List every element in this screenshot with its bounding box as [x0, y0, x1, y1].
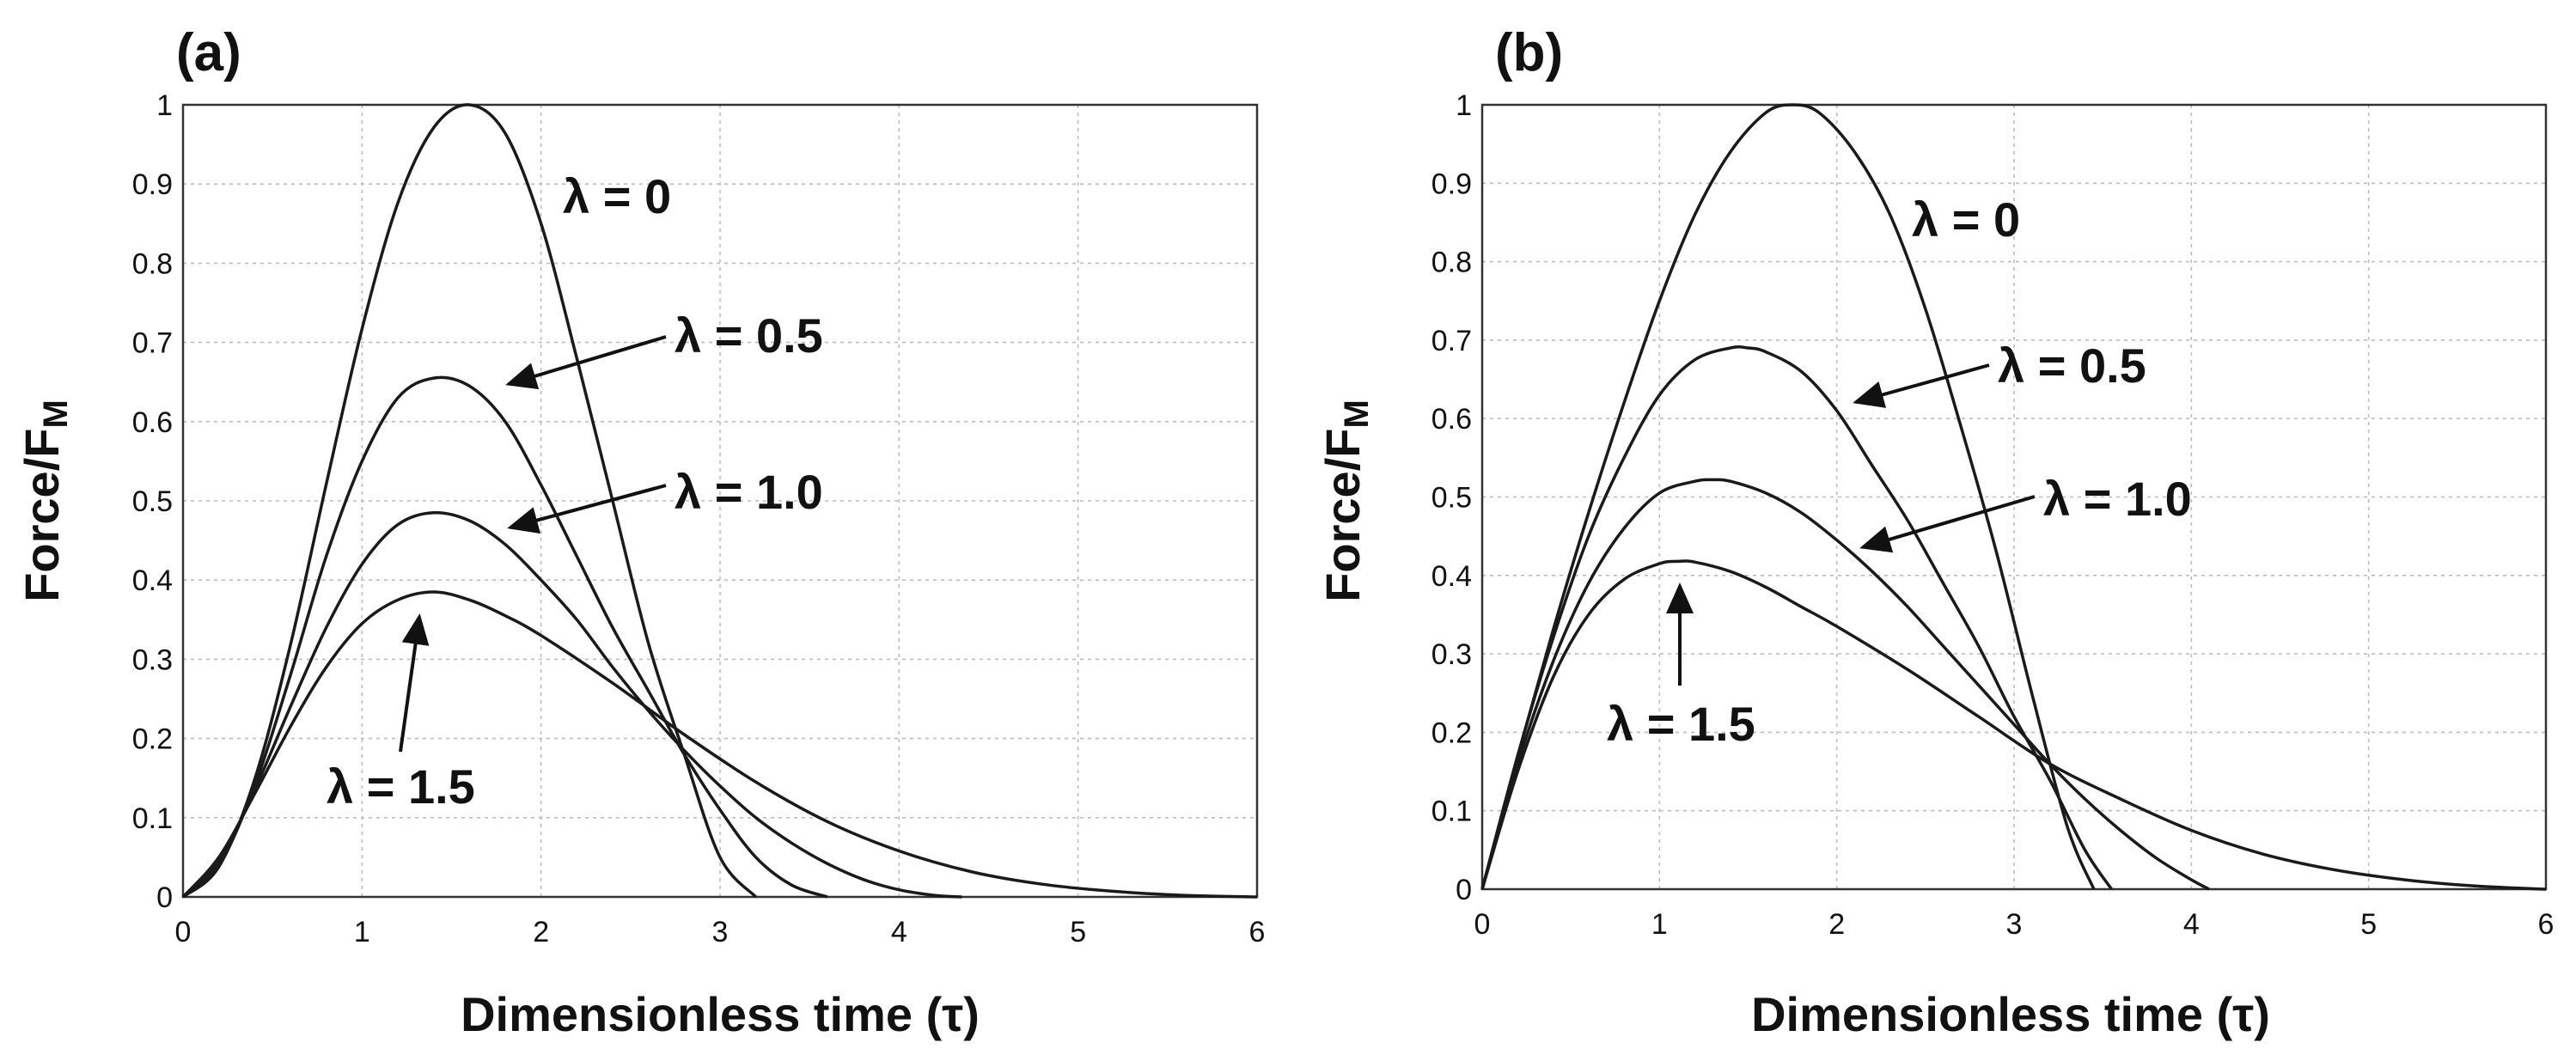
- x-tick-label-b: 2: [1828, 908, 1845, 941]
- curves-a: [181, 103, 1258, 899]
- arrow-lambda-1.5-a: [399, 613, 430, 753]
- series-line-lambda-1.5-b: [1480, 559, 2547, 891]
- y-tick-label-a: 0: [156, 881, 173, 914]
- y-tick-label-b: 0.5: [1431, 482, 1472, 515]
- y-tick-labels-a: 0 0.1 0.2 0.3 0.4 0.5 0.6 0.7 0.8 0.9 1: [132, 89, 173, 914]
- y-tick-label-a: 1: [156, 89, 173, 122]
- label-lambda-0-b: λ = 0: [1912, 192, 2020, 247]
- y-tick-label-b: 0.8: [1431, 247, 1472, 279]
- series-line-lambda-1.0-a: [181, 510, 962, 899]
- x-tick-label-b: 4: [2183, 908, 2200, 941]
- plot-frame-a: [181, 103, 1259, 899]
- y-axis-title-main-b: Force/F: [1315, 429, 1370, 602]
- series-line-lambda-0-a: [181, 103, 757, 899]
- plot-frame-b: [1480, 103, 2548, 891]
- y-tick-label-a: 0.5: [132, 485, 173, 518]
- y-tick-label-b: 1: [1456, 89, 1472, 122]
- y-axis-title-a: Force/FM: [15, 399, 75, 602]
- y-tick-label-a: 0.3: [132, 643, 173, 676]
- y-axis-title-main-a: Force/F: [15, 429, 69, 602]
- label-lambda-1.5-b: λ = 1.5: [1607, 697, 1755, 751]
- x-tick-label-a: 1: [354, 916, 370, 948]
- label-lambda-1.5-a: λ = 1.5: [327, 759, 475, 814]
- x-tick-label-b: 3: [2006, 908, 2023, 941]
- y-axis-title-sub-a: M: [37, 399, 75, 428]
- label-lambda-0.5-b: λ = 0.5: [1998, 338, 2146, 393]
- y-tick-label-b: 0.3: [1431, 638, 1472, 671]
- label-lambda-0.5-a: λ = 0.5: [675, 308, 823, 363]
- arrow-lambda-0.5-a: [505, 335, 667, 390]
- y-tick-label-a: 0.2: [132, 723, 173, 756]
- chart-panel-b: (b) 0 0.1 0.2 0.3 0.4 0.5 0.6 0.7 0.8 0.9 1 0 1 2 3 4 5…: [1315, 23, 2554, 1041]
- grid-a: [183, 105, 1257, 897]
- series-line-lambda-0.5-a: [181, 375, 828, 899]
- label-lambda-1.0-a: λ = 1.0: [675, 465, 823, 519]
- y-tick-labels-b: 0 0.1 0.2 0.3 0.4 0.5 0.6 0.7 0.8 0.9 1: [1431, 89, 1472, 906]
- x-tick-label-b: 1: [1651, 908, 1668, 941]
- x-tick-label-a: 6: [1249, 916, 1266, 948]
- x-tick-label-b: 0: [1474, 908, 1491, 941]
- y-tick-label-a: 0.6: [132, 406, 173, 439]
- x-tick-label-a: 0: [175, 916, 192, 948]
- y-tick-label-b: 0.7: [1431, 325, 1472, 357]
- series-line-lambda-0-b: [1480, 103, 2096, 890]
- chart-panel-a: (a) 0 0.1 0.2 0.3 0.4 0.5 0.6 0.7 0.8 0.9 1 0 1 2 3 4 5…: [15, 23, 1265, 1041]
- x-tick-label-a: 2: [533, 916, 549, 948]
- x-tick-label-a: 3: [712, 916, 729, 948]
- arrow-lambda-1.0-b: [1859, 495, 2036, 553]
- series-line-lambda-0.5-b: [1480, 345, 2113, 890]
- y-axis-title-sub-b: M: [1338, 399, 1376, 428]
- x-tick-labels-a: 0 1 2 3 4 5 6: [175, 916, 1266, 948]
- y-axis-title-b: Force/FM: [1315, 399, 1376, 602]
- x-tick-label-a: 5: [1070, 916, 1086, 948]
- x-tick-label-b: 6: [2538, 908, 2555, 941]
- arrow-lambda-1.0-a: [507, 484, 667, 534]
- y-tick-label-b: 0.4: [1431, 560, 1472, 593]
- y-tick-label-b: 0.9: [1431, 168, 1472, 200]
- y-tick-label-b: 0.6: [1431, 403, 1472, 436]
- x-axis-title-b: Dimensionless time (τ): [1751, 987, 2270, 1041]
- y-tick-label-a: 0.8: [132, 247, 173, 280]
- y-tick-label-b: 0.2: [1431, 716, 1472, 749]
- y-tick-label-a: 0.4: [132, 564, 173, 597]
- y-tick-label-a: 0.7: [132, 327, 173, 360]
- label-lambda-0-a: λ = 0: [563, 169, 671, 223]
- x-tick-labels-b: 0 1 2 3 4 5 6: [1474, 908, 2555, 941]
- y-tick-label-b: 0: [1456, 874, 1472, 906]
- y-tick-label-b: 0.1: [1431, 796, 1472, 828]
- panel-label-a: (a): [176, 23, 241, 82]
- x-axis-title-a: Dimensionless time (τ): [461, 987, 980, 1041]
- label-lambda-1.0-b: λ = 1.0: [2043, 472, 2192, 526]
- series-line-lambda-1.0-b: [1480, 478, 2210, 891]
- series-line-lambda-1.5-a: [181, 590, 1258, 899]
- y-tick-label-a: 0.1: [132, 802, 173, 835]
- panel-label-b: (b): [1495, 23, 1563, 82]
- y-tick-label-a: 0.9: [132, 168, 173, 201]
- arrow-lambda-0.5-b: [1853, 363, 1990, 408]
- x-tick-label-a: 4: [891, 916, 907, 948]
- x-tick-label-b: 5: [2360, 908, 2377, 941]
- curves-b: [1480, 103, 2547, 891]
